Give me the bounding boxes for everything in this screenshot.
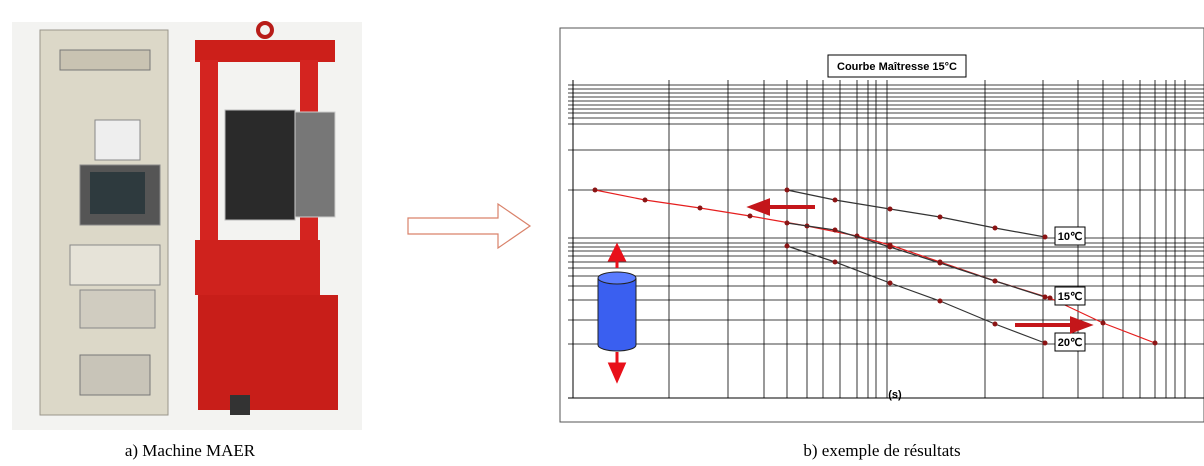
chamber-door: [294, 111, 336, 218]
curve: [786, 245, 1046, 344]
frame-column: [200, 60, 218, 295]
title-box: [827, 54, 967, 78]
printer: [79, 289, 156, 329]
point: [1047, 295, 1053, 301]
caption: b) exemple de résultats: [803, 441, 960, 460]
arrow: [407, 202, 532, 250]
point: [784, 243, 790, 249]
hook: [256, 21, 274, 39]
point: [1100, 320, 1106, 326]
point: [1042, 294, 1048, 300]
frame-base: [195, 240, 320, 295]
curve-label: 20℃: [1058, 337, 1083, 349]
shift-arrow: [746, 198, 815, 216]
point: [937, 298, 943, 304]
panel: [59, 49, 151, 71]
pedestal: [198, 295, 338, 410]
pedal: [230, 395, 250, 415]
label-box: [1054, 286, 1086, 306]
point: [784, 220, 790, 226]
specimen: [597, 278, 637, 352]
point: [747, 213, 753, 219]
point: [642, 197, 648, 203]
point: [832, 259, 838, 265]
frame-top: [195, 40, 335, 62]
point: [592, 187, 598, 193]
point: [937, 214, 943, 220]
chart-image: 10℃ 15℃ 20℃ Courbe Maîtresse 15°C (s): [559, 27, 1204, 423]
point: [697, 205, 703, 211]
point: [832, 197, 838, 203]
axis-label: (s): [888, 389, 902, 401]
panel: [69, 244, 161, 286]
force-arrow: [607, 352, 627, 384]
point: [992, 225, 998, 231]
point: [887, 206, 893, 212]
specimen-top: [597, 271, 637, 285]
point: [1042, 234, 1048, 240]
curve-label: 10℃: [1058, 231, 1083, 243]
point: [937, 260, 943, 266]
curve: [786, 222, 1046, 298]
caption: a) Machine MAER: [125, 441, 256, 460]
curves: 10℃ 15℃ 20℃: [592, 187, 1158, 352]
chamber: [224, 109, 296, 221]
panel: [79, 354, 151, 396]
machine-photo: [12, 21, 362, 430]
point: [992, 321, 998, 327]
point: [887, 280, 893, 286]
shift-arrow: [1015, 316, 1094, 334]
panel: [94, 119, 141, 161]
point: [832, 227, 838, 233]
point: [784, 187, 790, 193]
screen-glass: [90, 172, 145, 214]
chart-frame: [559, 27, 1204, 423]
curve: [786, 189, 1046, 238]
chart-title: Courbe Maîtresse 15°C: [837, 61, 957, 73]
point: [1042, 340, 1048, 346]
label-box: [1054, 226, 1086, 246]
force-arrow: [607, 242, 627, 268]
curve-label: 15℃: [1058, 291, 1083, 303]
point: [1152, 340, 1158, 346]
point: [887, 244, 893, 250]
point: [992, 278, 998, 284]
